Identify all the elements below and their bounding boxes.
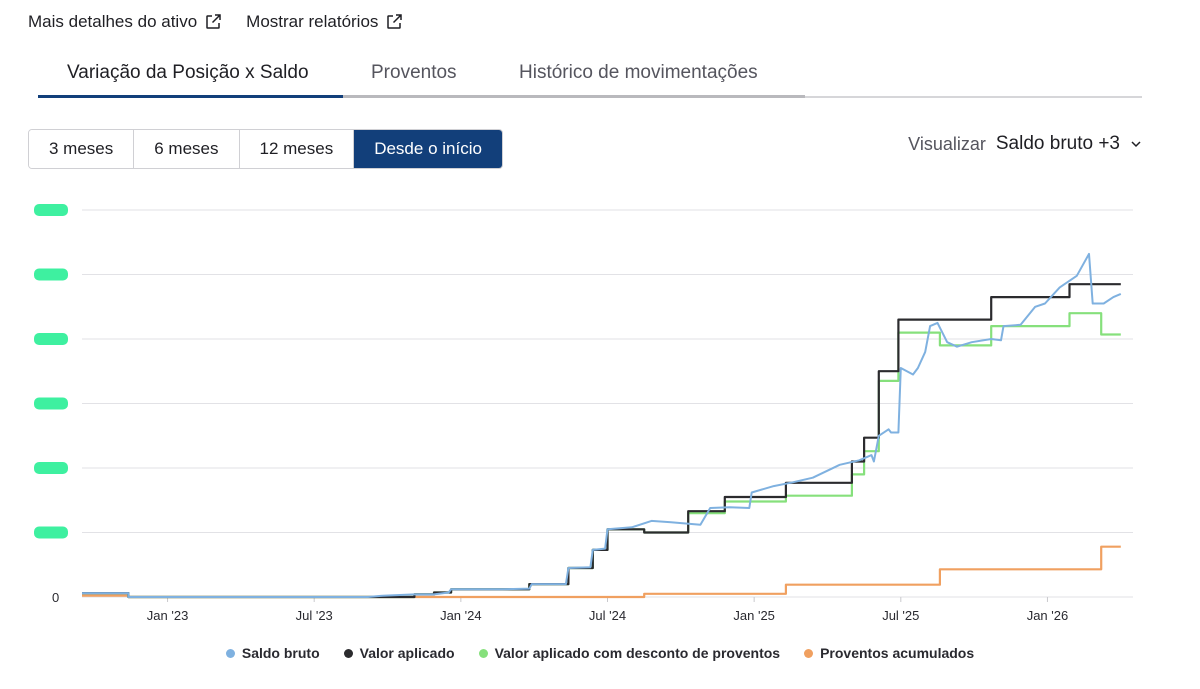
asset-details-label: Mais detalhes do ativo [28,12,198,31]
x-tick-label: Jan '26 [1027,608,1069,623]
legend-item-saldo-bruto[interactable]: Saldo bruto [225,645,320,661]
legend-label-proventos: Proventos acumulados [820,645,975,661]
tab-movement-history-label: Histórico de movimentações [519,62,758,83]
visualize-dropdown[interactable]: Saldo bruto +3 [996,133,1142,155]
visualize-selected-value: Saldo bruto +3 [995,133,1120,154]
chevron-down-icon [1131,141,1141,148]
x-tick-label: Jan '25 [733,608,775,623]
external-link-icon [387,14,403,29]
series-line-valor-aplicado [82,283,1121,599]
tab-position-vs-balance[interactable]: Variação da Posição x Saldo [67,62,309,98]
period-6-months-button[interactable]: 6 meses [134,130,240,168]
visualize-control: Visualizar Saldo bruto +3 [908,133,1142,155]
legend-label-valor-desconto: Valor aplicado com desconto de proventos [494,645,781,661]
legend-dot-saldo-bruto [225,648,235,658]
show-reports-link[interactable]: Mostrar relatórios [246,12,403,32]
visualize-label: Visualizar [908,133,986,154]
x-tick-label: Jan '24 [440,608,482,623]
legend-label-valor-aplicado: Valor aplicado [359,645,455,661]
legend-item-valor-aplicado[interactable]: Valor aplicado [343,645,455,661]
position-balance-chart: 0 Jan '23 Jul '23 Jan '24 Jul '24 Jan '25 Jul … [34,204,1133,623]
y-tick-label: 0 [52,590,59,605]
legend-label-saldo-bruto: Saldo bruto [241,645,320,661]
tab-movement-history[interactable]: Histórico de movimentações [519,62,758,98]
y-tick-label-redacted [34,526,68,539]
legend-item-proventos[interactable]: Proventos acumulados [804,645,974,661]
asset-details-link[interactable]: Mais detalhes do ativo [28,12,222,32]
y-tick-label-redacted [34,397,68,410]
legend-dot-valor-aplicado [343,648,353,658]
x-tick-label: Jul '25 [882,608,919,623]
tab-scroll-indicator [343,95,805,98]
x-tick-label: Jul '24 [589,608,626,623]
tab-bar: Variação da Posição x Saldo Proventos Hi… [38,58,1142,98]
active-tab-indicator [38,95,343,98]
legend-dot-proventos [804,648,814,658]
y-tick-label-redacted [34,204,68,216]
external-link-icon [206,14,221,29]
period-since-start-button[interactable]: Desde o início [354,130,502,168]
tab-position-vs-balance-label: Variação da Posição x Saldo [67,62,309,83]
legend-item-valor-desconto[interactable]: Valor aplicado com desconto de proventos [478,645,781,661]
show-reports-label: Mostrar relatórios [246,12,379,31]
period-3-months-button[interactable]: 3 meses [29,130,135,168]
chart-legend: Saldo bruto Valor aplicado Valor aplicad… [0,645,1200,661]
series-line-valor-desconto [82,312,1121,599]
x-tick-label: Jan '23 [147,608,189,623]
period-12-months-button[interactable]: 12 meses [239,130,355,168]
series-line-saldo-bruto [82,252,1122,598]
y-tick-label-redacted [34,333,68,345]
legend-dot-valor-desconto [478,648,488,658]
tab-proventos[interactable]: Proventos [371,62,457,98]
y-tick-label-redacted [34,462,68,474]
tab-proventos-label: Proventos [371,62,457,83]
period-selector: 3 meses 6 meses 12 meses Desde o início [28,129,503,169]
x-tick-label: Jul '23 [296,608,333,623]
y-tick-label-redacted [34,268,68,281]
series-line-proventos [82,545,1121,599]
